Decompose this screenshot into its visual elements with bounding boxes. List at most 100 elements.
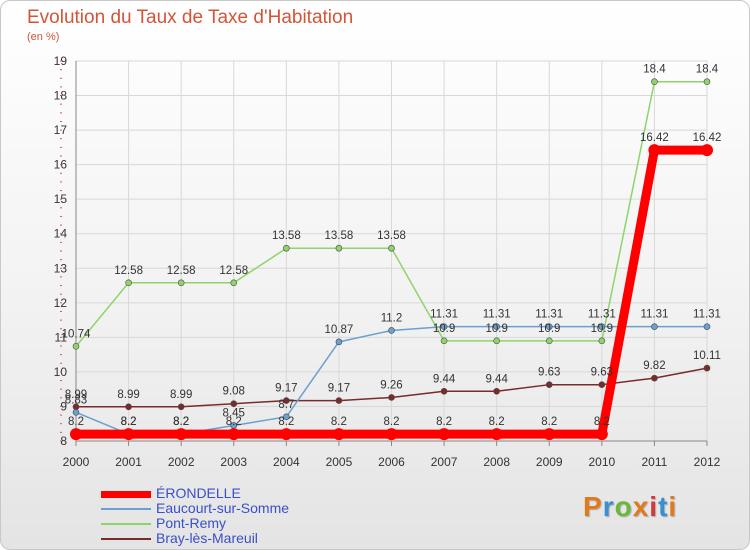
x-tick-label: 2008 (483, 455, 510, 469)
series-point-0 (122, 428, 135, 441)
series-point-0 (490, 428, 503, 441)
series-point-0 (175, 428, 188, 441)
series-point-2 (230, 279, 238, 287)
legend-label: Eaucourt-sur-Somme (156, 500, 290, 516)
data-label-1: 10.87 (325, 324, 354, 336)
data-label-2: 10.9 (538, 323, 560, 335)
data-label-0: 8.2 (331, 416, 347, 428)
x-tick-label: 2006 (378, 455, 405, 469)
series-point-2 (493, 337, 500, 345)
series-point-0 (385, 428, 398, 441)
series-point-0 (280, 428, 293, 441)
series-point-3 (230, 400, 238, 407)
series-point-2 (335, 244, 343, 252)
series-point-3 (335, 397, 343, 404)
data-label-2: 13.58 (377, 230, 406, 242)
series-point-3 (651, 374, 658, 382)
data-label-0: 8.2 (436, 416, 452, 428)
series-point-3 (493, 387, 500, 395)
data-label-3: 9.82 (643, 360, 665, 372)
data-label-3: 9.08 (223, 386, 245, 398)
data-label-2: 12.58 (114, 265, 143, 277)
series-point-1 (72, 409, 80, 416)
data-label-3: 8.99 (65, 389, 87, 401)
series-point-3 (388, 394, 395, 401)
data-label-1: 11.2 (381, 312, 403, 324)
data-label-2: 12.58 (219, 265, 248, 277)
series-point-0 (648, 144, 661, 157)
series-point-0 (701, 144, 713, 157)
data-label-3: 9.17 (275, 383, 297, 395)
series-point-2 (283, 244, 290, 252)
data-label-1: 11.31 (588, 309, 616, 321)
data-label-0: 8.2 (594, 416, 610, 428)
data-label-3: 8.99 (170, 389, 192, 401)
chart-title: Evolution du Taux de Taxe d'Habitation (27, 7, 354, 28)
series-point-1 (493, 323, 500, 330)
y-tick-label: 9 (60, 399, 67, 413)
data-label-2: 13.58 (272, 230, 301, 242)
data-label-3: 9.63 (538, 367, 560, 379)
data-label-1: 11.31 (693, 309, 721, 321)
x-tick-label: 2005 (326, 455, 353, 469)
series-point-3 (440, 387, 448, 395)
series-point-0 (70, 428, 82, 441)
series-point-2 (651, 78, 658, 86)
data-label-2: 18.4 (696, 64, 719, 76)
proxiti-logo: Proxiti (583, 491, 677, 523)
data-label-0: 8.2 (226, 416, 242, 428)
series-point-2 (598, 337, 606, 345)
data-label-1: 8.7 (278, 399, 294, 411)
legend-swatch (101, 490, 151, 498)
data-label-3: 9.26 (380, 379, 402, 391)
data-label-1: 8.2 (173, 416, 189, 428)
data-label-1: 8.45 (223, 407, 245, 419)
x-tick-label: 2011 (642, 455, 668, 469)
series-point-1 (440, 323, 448, 330)
series-point-0 (438, 428, 451, 441)
series-point-2 (388, 244, 395, 252)
logo-letter: o (614, 491, 633, 522)
y-tick-label: 8 (60, 434, 67, 448)
x-tick-label: 2000 (63, 455, 90, 469)
chart-subtitle: (en %) (27, 31, 60, 43)
data-label-2: 12.58 (167, 265, 196, 277)
data-label-0: 8.2 (121, 416, 137, 428)
series-point-0 (595, 428, 608, 441)
x-tick-label: 2009 (536, 455, 563, 469)
x-tick-label: 2003 (220, 455, 247, 469)
data-label-1: 11.31 (483, 309, 511, 321)
series-layer (70, 78, 713, 441)
x-tick-label: 2004 (273, 455, 300, 469)
data-label-2: 13.58 (325, 230, 354, 242)
data-label-1: 8.2 (121, 416, 137, 428)
x-tick-label: 2010 (588, 455, 615, 469)
data-label-3: 8.99 (117, 389, 139, 401)
series-point-1 (598, 323, 606, 330)
series-point-0 (543, 428, 556, 441)
data-label-3: 10.11 (693, 350, 721, 362)
data-label-3: 9.44 (485, 373, 508, 385)
data-label-2: 10.9 (485, 323, 507, 335)
legend-swatch (101, 523, 151, 525)
series-point-1 (283, 413, 290, 421)
series-point-0 (332, 428, 345, 441)
data-label-layer: 8.2 8.2 8.2 8.2 8.2 8.2 8.2 8.2 8.2 8.2 8.2 16.42 16… (62, 64, 722, 428)
data-label-1: 11.31 (535, 309, 563, 321)
data-label-0: 16.42 (640, 132, 669, 144)
data-label-0: 8.2 (68, 416, 84, 428)
data-label-2: 10.9 (591, 323, 613, 335)
data-label-1: 8.83 (65, 394, 87, 406)
series-point-1 (545, 323, 553, 330)
data-label-1: 11.31 (640, 309, 668, 321)
data-label-0: 8.2 (173, 416, 189, 428)
data-label-2: 18.4 (643, 64, 666, 76)
legend-label: ÉRONDELLE (156, 485, 241, 501)
series-point-1 (335, 338, 343, 346)
x-tick-label: 2001 (115, 455, 142, 469)
legend-swatch (101, 538, 151, 540)
data-label-3: 9.63 (591, 367, 613, 379)
